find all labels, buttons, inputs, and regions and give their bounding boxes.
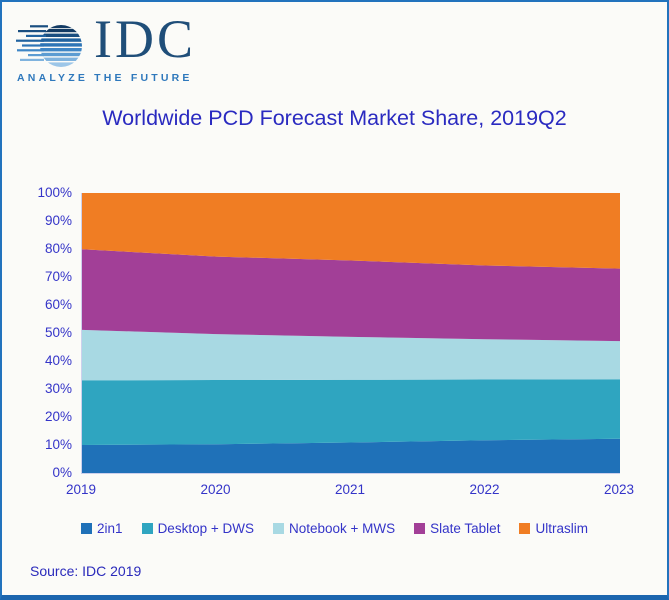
idc-logo: IDC ANALYZE THE FUTURE xyxy=(16,9,276,96)
legend: 2in1 Desktop + DWS Notebook + MWS Slate Tab… xyxy=(2,521,667,536)
legend-swatch xyxy=(272,523,284,534)
legend-label: 2in1 xyxy=(97,521,123,536)
y-axis-tick-label: 30% xyxy=(44,381,72,396)
y-axis-tick-label: 80% xyxy=(44,241,72,256)
idc-logo-tagline: ANALYZE THE FUTURE xyxy=(17,72,193,84)
y-axis-tick-label: 50% xyxy=(44,325,72,340)
source-note: Source: IDC 2019 xyxy=(30,563,142,579)
legend-item: Desktop + DWS xyxy=(141,521,254,536)
legend-label: Notebook + MWS xyxy=(288,521,396,536)
plot-area xyxy=(81,193,620,474)
y-axis-tick-label: 100% xyxy=(37,185,72,200)
y-axis-tick-label: 60% xyxy=(44,297,72,312)
idc-logo-text: IDC xyxy=(94,9,196,69)
y-axis-tick-label: 90% xyxy=(44,213,72,228)
x-axis-tick-label: 2020 xyxy=(200,482,231,497)
stacked-area-plot xyxy=(82,193,620,473)
legend-swatch xyxy=(81,523,93,534)
legend-swatch xyxy=(141,523,153,534)
chart-title-text: Worldwide PCD Forecast Market Share, 201… xyxy=(102,106,567,130)
y-axis-tick-label: 20% xyxy=(44,409,72,424)
area-series-notebook-mws xyxy=(82,329,620,381)
x-axis-tick-label: 2023 xyxy=(603,482,635,497)
area-series-slate-tablet xyxy=(82,249,620,342)
y-axis-tick-label: 70% xyxy=(44,269,72,284)
y-axis-tick-label: 40% xyxy=(44,353,72,368)
legend-item: Ultraslim xyxy=(519,521,588,536)
y-axis-tick-label: 0% xyxy=(52,465,72,480)
idc-globe-icon xyxy=(16,25,82,67)
legend-item: Slate Tablet xyxy=(414,521,500,536)
area-series-2in1 xyxy=(82,438,620,473)
chart-title: Worldwide PCD Forecast Market Share, 201… xyxy=(2,103,667,134)
legend-item: 2in1 xyxy=(81,521,123,536)
legend-swatch xyxy=(519,523,531,534)
y-axis-tick-label: 10% xyxy=(44,437,72,452)
legend-label: Ultraslim xyxy=(535,521,588,536)
x-axis-tick-label: 2022 xyxy=(469,482,500,497)
area-series-ultraslim xyxy=(82,193,620,269)
x-axis-tick-label: 2019 xyxy=(65,482,97,497)
legend-label: Slate Tablet xyxy=(430,521,501,536)
x-axis-tick-label: 2021 xyxy=(334,482,366,497)
legend-swatch xyxy=(414,523,426,534)
area-series-desktop-dws xyxy=(82,379,620,445)
legend-item: Notebook + MWS xyxy=(272,521,396,536)
legend-label: Desktop + DWS xyxy=(157,521,254,536)
